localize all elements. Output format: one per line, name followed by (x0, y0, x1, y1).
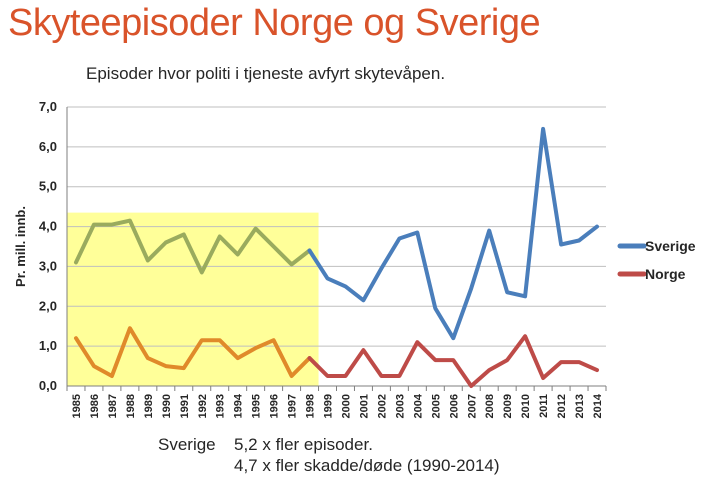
x-tick-label: 2010 (520, 394, 532, 418)
y-tick-label: 0,0 (39, 378, 57, 393)
series-line-norge (307, 334, 599, 388)
chart-caption: Sverige 5,2 x fler episoder. 4,7 x fler … (158, 434, 500, 476)
series-line-sverige (307, 126, 599, 341)
x-tick-label: 2008 (484, 394, 496, 418)
series-line-norge-highlighted (74, 326, 312, 378)
caption-line-2: 4,7 x fler skadde/døde (1990-2014) (234, 456, 500, 475)
x-tick-label: 1994 (233, 393, 245, 418)
x-tick-label: 1990 (161, 394, 173, 418)
x-tick-label: 1989 (143, 394, 155, 418)
chart-subtitle: Episoder hvor politi i tjeneste avfyrt s… (86, 64, 446, 83)
page-title: Skyteepisoder Norge og Sverige (8, 2, 541, 44)
x-tick-label: 2005 (430, 394, 442, 418)
x-tick-label: 2009 (502, 394, 514, 418)
x-tick-label: 1997 (287, 394, 299, 418)
caption-lead: Sverige (158, 435, 216, 454)
x-tick-label: 1991 (179, 394, 191, 418)
x-tick-label: 2007 (466, 394, 478, 418)
x-tick-label: 1993 (215, 394, 227, 418)
x-tick-label: 1988 (125, 394, 137, 418)
x-tick-label: 2014 (592, 393, 604, 418)
x-tick-label: 1996 (269, 394, 281, 418)
x-tick-label: 2000 (340, 394, 352, 418)
x-tick-label: 1985 (71, 394, 83, 418)
x-tick-label: 1987 (107, 394, 119, 418)
y-axis-label: Pr. mill. innb. (13, 206, 28, 287)
line-chart: 0,0 1,0 2,0 3,0 4,0 5,0 6,0 7,0 Pr. mill. innb. 1… (13, 99, 696, 418)
y-tick-label: 3,0 (39, 258, 57, 273)
x-tick-label: 1992 (197, 394, 209, 418)
legend-label-sverige: Sverige (645, 238, 696, 254)
caption-line-1: 5,2 x fler episoder. (234, 435, 373, 454)
y-tick-label: 4,0 (39, 219, 57, 234)
legend-label-norge: Norge (645, 266, 686, 282)
x-tick-label: 2011 (538, 394, 550, 418)
x-tick-label: 2003 (394, 394, 406, 418)
x-tick-label: 1998 (305, 394, 317, 418)
x-tick-label: 1986 (89, 394, 101, 418)
x-tick-label: 2004 (412, 393, 424, 418)
y-tick-label: 6,0 (39, 139, 57, 154)
x-tick-label: 2006 (448, 394, 460, 418)
x-tick-label: 2001 (358, 394, 370, 418)
x-tick-label: 1999 (323, 394, 335, 418)
x-tick-label: 2012 (556, 394, 568, 418)
y-tick-label: 1,0 (39, 338, 57, 353)
y-tick-label: 2,0 (39, 298, 57, 313)
series-line-sverige-highlighted (74, 218, 312, 275)
x-tick-label: 2002 (376, 394, 388, 418)
x-tick-label: 2013 (574, 394, 586, 418)
y-tick-label: 7,0 (39, 99, 57, 114)
highlight-region (67, 212, 319, 386)
y-tick-label: 5,0 (39, 179, 57, 194)
x-tick-label: 1995 (251, 394, 263, 418)
